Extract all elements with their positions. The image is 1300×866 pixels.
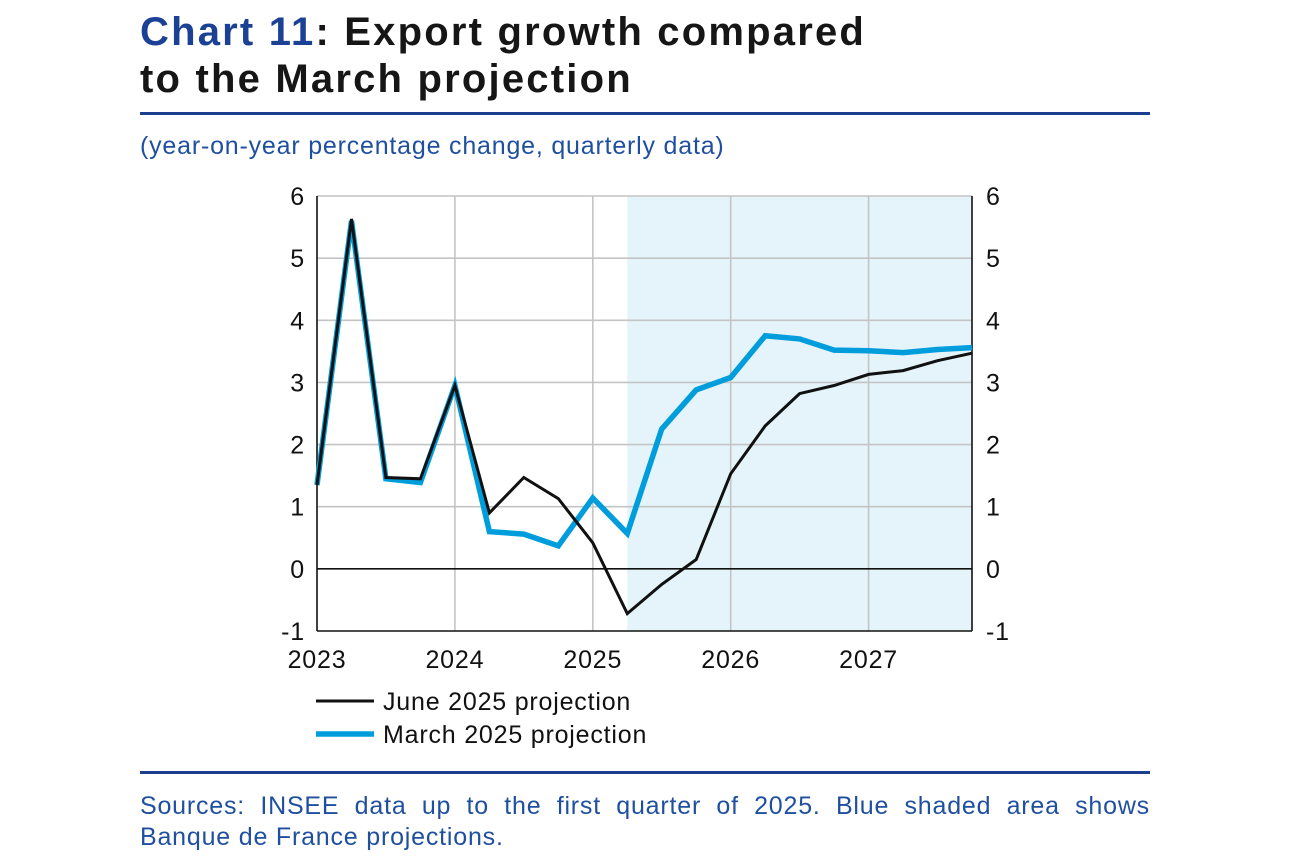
legend: June 2025 projection March 2025 projectio… (316, 688, 647, 749)
series-lines (314, 218, 973, 616)
y-tick-label-right: -1 (986, 618, 1010, 646)
y-tick-label-left: 5 (290, 245, 305, 273)
y-tick-label-right: 3 (986, 369, 1001, 397)
y-tick-label-left: -1 (281, 618, 305, 646)
title-line-1: Chart 11: Export growth compared (140, 9, 1150, 56)
y-tick-label-left: 6 (290, 183, 305, 211)
x-tick-label: 2024 (425, 646, 484, 674)
footer-rule (140, 771, 1150, 774)
x-tick-label: 2023 (288, 646, 347, 674)
axes (316, 196, 973, 632)
series-line-june-2025-projection (315, 218, 973, 616)
gridlines (317, 195, 972, 631)
sources-line-2: Banque de France projections. (140, 823, 504, 851)
title-line-2: to the March projection (140, 57, 633, 101)
y-tick-label-right: 5 (986, 245, 1001, 273)
y-tick-label-right: 4 (986, 307, 1001, 335)
y-tick-label-left: 0 (290, 556, 305, 584)
y-tick-label-right: 1 (986, 494, 1001, 522)
y-tick-label-left: 2 (290, 432, 305, 460)
y-tick-label-left: 4 (290, 307, 305, 335)
projection-shade-layer (627, 196, 972, 631)
y-tick-label-right: 6 (986, 183, 1001, 211)
y-tick-label-left: 1 (290, 494, 305, 522)
sources-note: Sources: INSEE data up to the first quar… (140, 791, 1150, 853)
x-tick-label: 2026 (701, 646, 760, 674)
chart-number: Chart 11 (140, 10, 316, 54)
chart-subtitle: (year-on-year percentage change, quarter… (140, 132, 725, 160)
legend-label-june-2025-projection: June 2025 projection (383, 688, 631, 716)
y-tick-label-right: 2 (986, 432, 1001, 460)
x-tick-label: 2027 (839, 646, 898, 674)
y-tick-label-left: 3 (290, 369, 305, 397)
title-rule (140, 112, 1150, 115)
title-text-line-1: : Export growth compared (315, 10, 867, 54)
chart-title: Chart 11: Export growth compared to the … (140, 9, 1150, 103)
x-tick-label: 2025 (563, 646, 622, 674)
tick-labels: -1 -1 0 0 1 1 2 2 3 3 4 4 5 5 6 6 2023 2024 2025 2026 2027 (281, 183, 1010, 674)
sources-line-1: Sources: INSEE data up to the first quar… (140, 792, 1150, 820)
y-tick-label-right: 0 (986, 556, 1001, 584)
legend-label-march-2025-projection: March 2025 projection (383, 721, 647, 749)
projection-shaded-area (627, 196, 972, 631)
